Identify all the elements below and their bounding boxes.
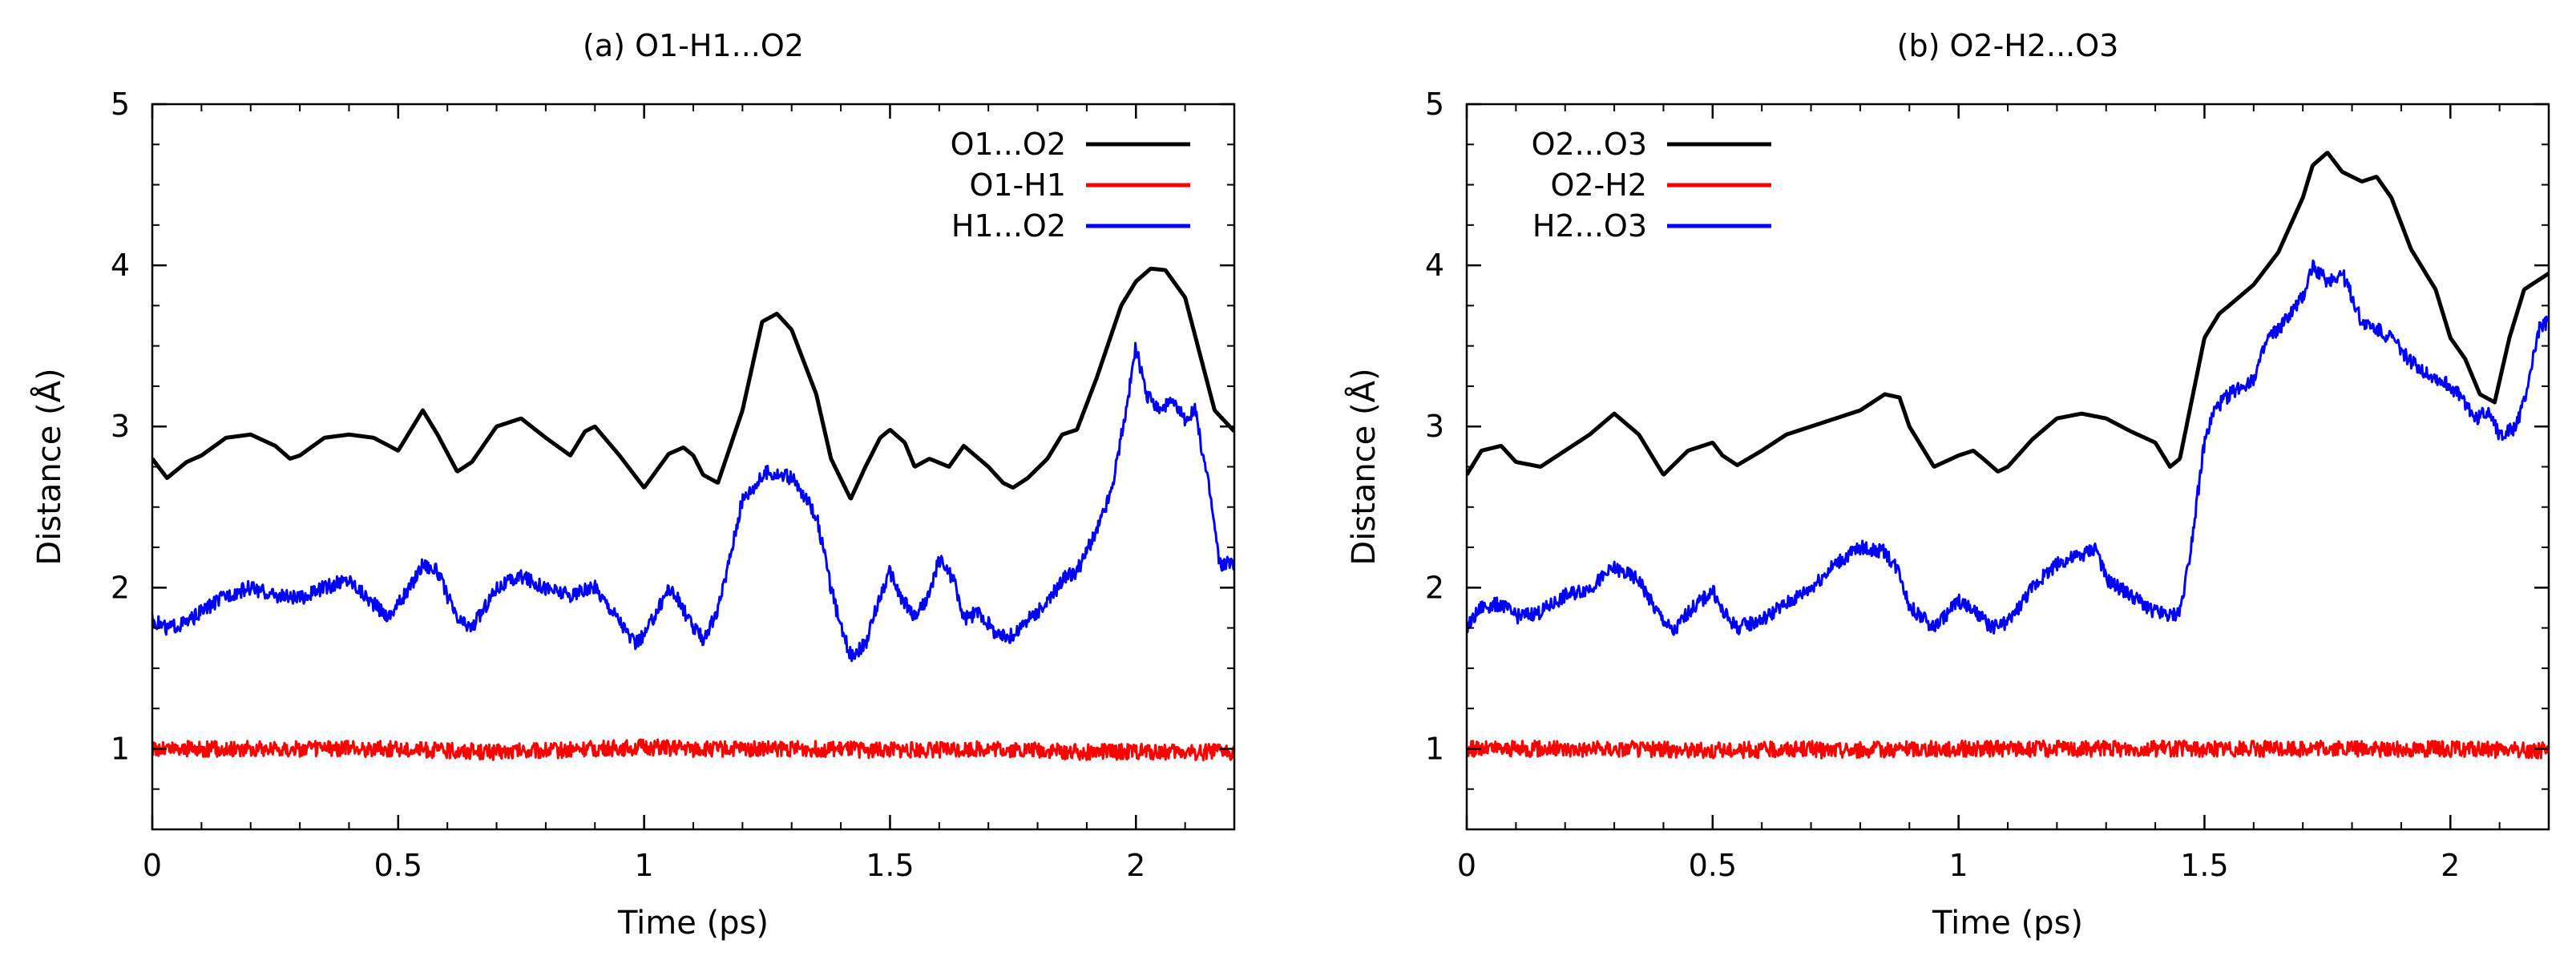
x-axis-label: Time (ps) [1932,905,2083,942]
x-tick-label: 1.5 [2180,848,2228,883]
y-tick-label: 2 [1425,570,1444,605]
x-tick-label: 0.5 [1689,848,1737,883]
y-tick-label: 4 [1425,248,1444,283]
x-tick-label: 0.5 [374,848,422,883]
series-line-o1-o2 [152,266,1234,501]
y-tick-label: 2 [111,570,130,605]
x-tick-label: 2 [2441,848,2460,883]
y-axis-label: Distance (Å) [30,368,68,565]
legend-label: O2...O3 [1532,127,1647,162]
plot-frame [151,103,1236,831]
x-tick-label: 0 [143,848,162,883]
x-tick-label: 0 [1457,848,1476,883]
legend-label: O2-H2 [1550,167,1647,203]
x-tick-label: 1 [635,848,654,883]
y-tick-label: 4 [111,248,130,283]
x-tick-label: 1.5 [866,848,914,883]
x-tick-label: 2 [1126,848,1145,883]
series-group [152,266,1234,761]
chart-title: (b) O2-H2...O3 [1897,28,2119,63]
series-line-o1-h1 [152,738,1234,761]
y-axis-label: Distance (Å) [1344,368,1383,565]
y-tick-label: 1 [111,731,130,766]
legend: O1...O2 O1-H1 H1...O2 [951,127,1190,244]
legend: O2...O3 O2-H2 H2...O3 [1532,127,1771,244]
y-tick-label: 5 [1425,87,1444,122]
panel-a: (a) O1-H1...O2 0 0.5 1 1.5 2 1 2 3 4 5 Time (ps) Dis… [30,28,1236,942]
legend-label: O1-H1 [969,167,1066,203]
panel-b: (b) O2-H2...O3 0 0.5 1 1.5 2 1 2 3 4 5 Time (ps) Dis… [1344,28,2550,942]
y-tick-label: 5 [111,87,130,122]
x-tick-label: 1 [1949,848,1968,883]
x-axis-label: Time (ps) [617,905,769,942]
series-line-h2-o3 [1467,259,2549,636]
series-group [1467,151,2549,760]
series-line-h1-o2 [152,341,1234,663]
y-tick-label: 1 [1425,731,1444,766]
legend-label: O1...O2 [951,127,1066,162]
legend-label: H1...O2 [951,208,1066,244]
y-tick-label: 3 [111,409,130,444]
chart-title: (a) O1-H1...O2 [583,28,804,63]
series-line-o2-o3 [1467,151,2549,477]
y-tick-label: 3 [1425,409,1444,444]
series-line-o2-h2 [1467,739,2549,760]
legend-label: H2...O3 [1532,208,1647,244]
